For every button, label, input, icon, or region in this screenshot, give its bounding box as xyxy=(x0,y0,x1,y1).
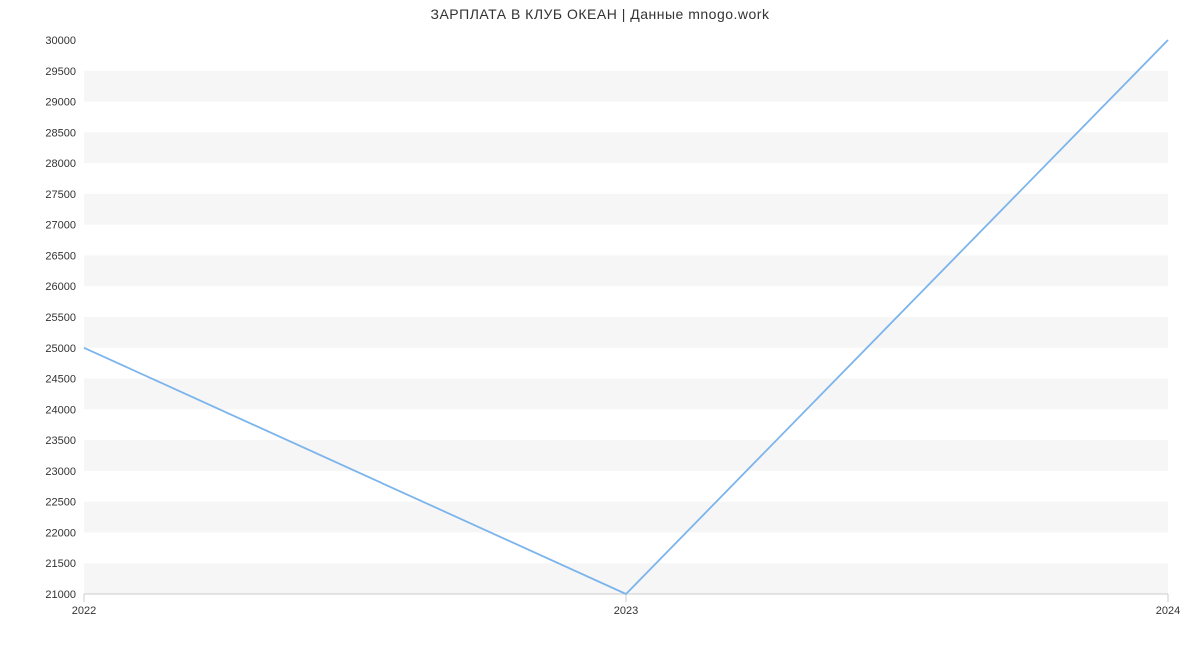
svg-text:28000: 28000 xyxy=(45,158,76,170)
svg-text:24000: 24000 xyxy=(45,404,76,416)
svg-text:29000: 29000 xyxy=(45,97,76,109)
svg-text:21500: 21500 xyxy=(45,558,76,570)
svg-text:29500: 29500 xyxy=(45,66,76,78)
chart-svg: 21000 21500 22000 22500 23000 23500 24000 24500… xyxy=(0,0,1200,650)
svg-text:28500: 28500 xyxy=(45,127,76,139)
svg-text:24500: 24500 xyxy=(45,374,76,386)
svg-text:23500: 23500 xyxy=(45,435,76,447)
svg-text:30000: 30000 xyxy=(45,35,76,47)
svg-text:2023: 2023 xyxy=(614,605,638,617)
svg-text:27500: 27500 xyxy=(45,189,76,201)
svg-text:26500: 26500 xyxy=(45,250,76,262)
svg-text:23000: 23000 xyxy=(45,466,76,478)
svg-text:2024: 2024 xyxy=(1156,605,1180,617)
svg-text:21000: 21000 xyxy=(45,589,76,601)
svg-text:22000: 22000 xyxy=(45,527,76,539)
svg-text:2022: 2022 xyxy=(72,605,96,617)
svg-text:26000: 26000 xyxy=(45,281,76,293)
svg-text:25500: 25500 xyxy=(45,312,76,324)
svg-text:27000: 27000 xyxy=(45,220,76,232)
chart-container: ЗАРПЛАТА В КЛУБ ОКЕАН | Данные mnogo.wor… xyxy=(0,0,1200,650)
svg-text:22500: 22500 xyxy=(45,497,76,509)
svg-text:25000: 25000 xyxy=(45,343,76,355)
